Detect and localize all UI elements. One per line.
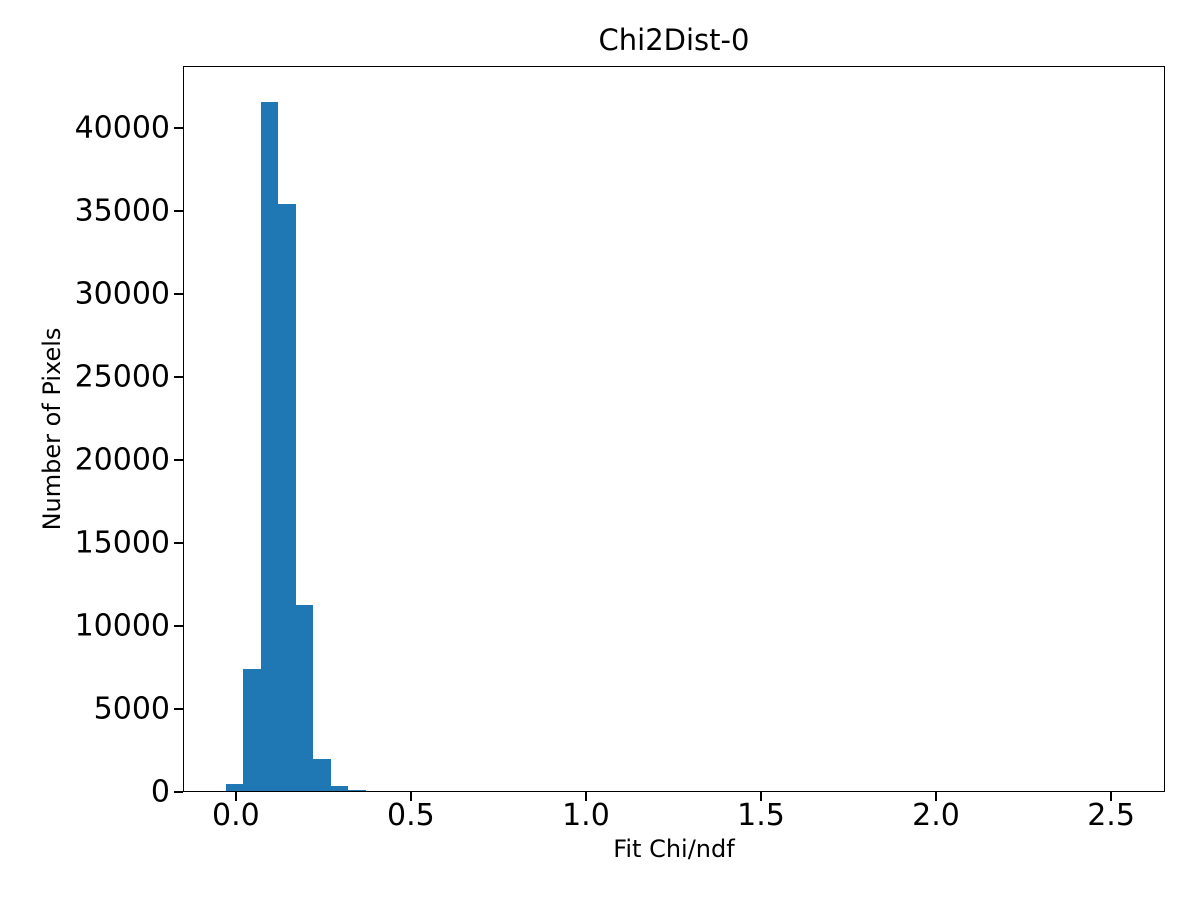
x-tick-mark [935,792,938,801]
x-tick-mark [584,792,587,801]
y-tick-mark [174,458,183,461]
y-tick-mark [174,375,183,378]
x-tick-mark [409,792,412,801]
y-tick-label: 30000 [74,276,170,312]
y-tick-mark [174,209,183,212]
histogram-bar [278,203,296,792]
x-tick-label: 2.0 [912,798,960,833]
x-axis-label: Fit Chi/ndf [613,835,735,863]
y-tick-mark [174,791,183,793]
histogram-bar [348,789,366,792]
y-tick-label: 0 [150,774,170,810]
histogram-bar [260,101,279,792]
y-tick-label: 40000 [74,110,170,146]
y-tick-label: 5000 [93,691,170,727]
histogram-bar [225,784,244,792]
y-tick-mark [174,292,183,295]
histogram-bar [243,669,261,792]
y-tick-label: 10000 [74,608,170,644]
y-tick-mark [174,541,183,544]
histogram-bar [295,605,314,792]
x-tick-mark [759,792,762,801]
x-tick-label: 1.0 [562,798,610,833]
y-tick-mark [174,126,183,129]
y-tick-label: 25000 [74,359,170,395]
plot-area [183,66,1165,792]
y-axis-label: Number of Pixels [38,327,66,531]
y-tick-label: 15000 [74,525,170,561]
chart-title: Chi2Dist-0 [598,23,750,57]
y-tick-mark [174,707,183,710]
y-tick-mark [174,624,183,627]
y-tick-label: 35000 [74,193,170,229]
y-tick-label: 20000 [74,442,170,478]
x-tick-label: 0.5 [387,798,435,833]
histogram-bar [313,758,331,792]
x-tick-mark [234,792,237,801]
histogram-bars [183,66,1165,792]
x-tick-label: 0.0 [212,798,260,833]
x-tick-label: 1.5 [737,798,785,833]
histogram-bar [330,786,349,792]
x-tick-label: 2.5 [1087,798,1135,833]
x-tick-mark [1110,792,1113,801]
